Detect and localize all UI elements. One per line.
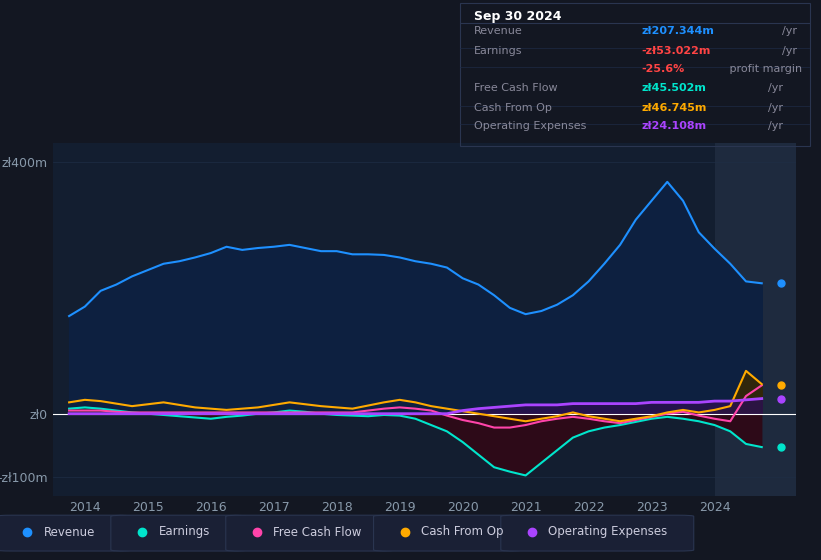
Text: profit margin: profit margin	[726, 64, 801, 74]
FancyBboxPatch shape	[501, 515, 694, 551]
Text: zł207.344m: zł207.344m	[642, 26, 714, 36]
Text: Revenue: Revenue	[44, 525, 95, 539]
Text: -zł53.022m: -zł53.022m	[642, 46, 711, 55]
Text: /yr: /yr	[768, 83, 782, 93]
Bar	[714, 143, 796, 496]
FancyBboxPatch shape	[111, 515, 246, 551]
Text: Earnings: Earnings	[158, 525, 210, 539]
Text: Earnings: Earnings	[474, 46, 522, 55]
Text: Free Cash Flow: Free Cash Flow	[474, 83, 557, 93]
Text: Cash From Op: Cash From Op	[474, 103, 552, 113]
Text: /yr: /yr	[782, 46, 796, 55]
Text: Operating Expenses: Operating Expenses	[548, 525, 667, 539]
Text: zł24.108m: zł24.108m	[642, 122, 707, 132]
Text: Operating Expenses: Operating Expenses	[474, 122, 586, 132]
Text: zł46.745m: zł46.745m	[642, 103, 707, 113]
Text: zł45.502m: zł45.502m	[642, 83, 707, 93]
FancyBboxPatch shape	[374, 515, 521, 551]
Text: Sep 30 2024: Sep 30 2024	[474, 10, 562, 23]
Text: Cash From Op: Cash From Op	[421, 525, 503, 539]
FancyBboxPatch shape	[226, 515, 394, 551]
Text: /yr: /yr	[782, 26, 796, 36]
Text: /yr: /yr	[768, 122, 782, 132]
Text: Free Cash Flow: Free Cash Flow	[273, 525, 362, 539]
FancyBboxPatch shape	[0, 515, 131, 551]
Text: /yr: /yr	[768, 103, 782, 113]
Text: Revenue: Revenue	[474, 26, 522, 36]
Text: -25.6%: -25.6%	[642, 64, 685, 74]
